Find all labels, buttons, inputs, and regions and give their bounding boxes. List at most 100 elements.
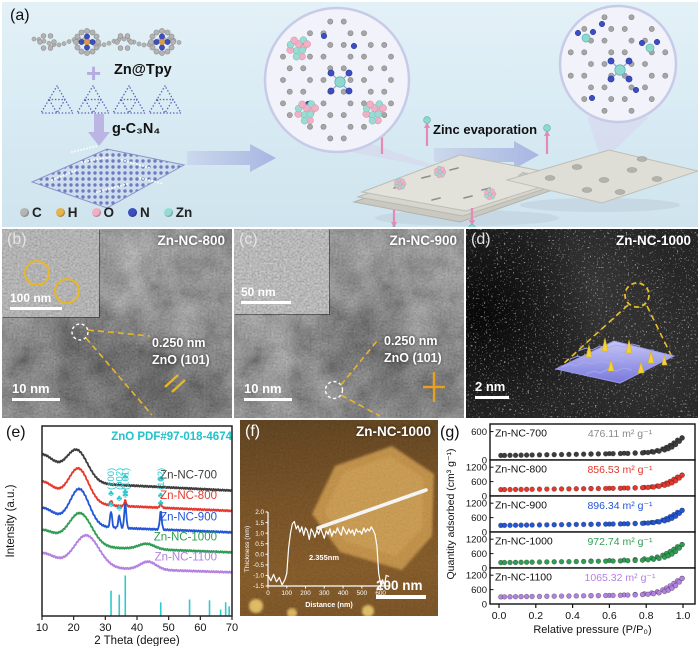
zno-reference-pattern	[110, 575, 230, 616]
scale-bar-line	[244, 398, 292, 401]
profile-x-label: Distance (nm)	[305, 600, 353, 609]
iso-y-tick: 600	[471, 427, 487, 438]
dashed-circle-icon	[624, 282, 650, 308]
panel-d-annotations	[554, 282, 676, 384]
profile-y-tick: 0.0	[255, 551, 264, 558]
series-label-Zn-NC-1100: Zn-NC-1100	[155, 551, 217, 563]
x-tick-label: 60	[194, 622, 206, 634]
panel-a-label: (a)	[10, 7, 30, 24]
panel-f-title: Zn-NC-1000	[355, 424, 431, 439]
xrd-curve-Zn-NC-1000	[41, 511, 233, 554]
inset-annotations	[24, 260, 80, 304]
lattice-spacing-marks-icon	[164, 374, 186, 393]
iso-y-tick: 1200	[466, 535, 487, 546]
lattice-cross-marker-icon	[423, 372, 445, 402]
main-scale-bar: 2 nm	[475, 379, 509, 399]
profile-x-tick: 500	[357, 590, 368, 597]
zno-nanoparticle	[362, 100, 387, 125]
bet-surface-area: 856.53 m² g⁻¹	[587, 464, 653, 476]
dashed-guide-line	[87, 329, 151, 337]
zno-peak-marker: ♣	[158, 490, 164, 500]
profile-x-tick: 600	[375, 590, 386, 597]
process-arrow-icon	[187, 144, 276, 172]
scale-text: 2 nm	[475, 379, 506, 394]
main-scale-bar: 200 nm	[376, 578, 426, 599]
atom-color-legend: C H O N Zn	[20, 205, 192, 220]
iso-series-name: Zn-NC-800	[495, 464, 547, 476]
iso-x-tick: 0.0	[492, 610, 507, 622]
scale-bar-line	[376, 595, 426, 599]
series-label-Zn-NC-1000: Zn-NC-1000	[154, 531, 217, 543]
zno-cluster	[394, 177, 407, 191]
xrd-curve-Zn-NC-900	[41, 487, 233, 534]
inset-scale-bar: 100 nm	[10, 291, 62, 310]
lattice-plane: ZnO (101)	[152, 353, 210, 367]
x-tick-label: 50	[163, 622, 175, 634]
iso-y-tick: 600	[471, 549, 487, 560]
panel-d-label: (d)	[471, 231, 491, 248]
series-label-Zn-NC-900: Zn-NC-900	[160, 511, 217, 523]
series-label-Zn-NC-700: Zn-NC-700	[160, 470, 217, 482]
iso-y-tick: 600	[471, 513, 487, 524]
panel-f-afm-zn-nc-1000: 2.0 1.5 1.0 0.5 0.0 -0.5 -1.0 -1.5 0 100 200 300 400…	[240, 420, 438, 616]
bet-surface-area: 476.11 m² g⁻¹	[588, 428, 653, 440]
iso-y-tick: 600	[471, 477, 487, 488]
atom-color-dot	[128, 208, 138, 217]
zn-nc-sheet	[505, 149, 698, 204]
inset-noise	[234, 229, 329, 314]
xrd-curve-Zn-NC-1100	[41, 533, 233, 574]
dashed-guide-line	[340, 394, 381, 417]
single-atom-peaks-icon	[585, 337, 668, 374]
panel-b-title: Zn-NC-800	[157, 233, 225, 248]
panel-b-annotations	[71, 323, 186, 416]
panel-c-label: (c)	[239, 231, 258, 248]
legend-item-H: H	[55, 205, 78, 220]
zno-peak-marker: ♣	[108, 499, 114, 509]
profile-y-tick: 1.0	[255, 530, 264, 537]
profile-x-tick: 200	[300, 590, 311, 597]
xrd-plot: ♣ ♣Zn-NC-700♣ ♣♣ ♣Zn-NC-800♣ ♣♣♣Zn-NC-900Zn-…	[5, 425, 238, 646]
iso-y-tick: 0	[482, 492, 487, 503]
series-label-Zn-NC-800: Zn-NC-800	[160, 490, 217, 502]
profile-x-tick: 300	[319, 590, 330, 597]
main-scale-bar: 10 nm	[12, 381, 60, 401]
iso-y-tick: 600	[471, 585, 487, 596]
zno-peak-marker: ♣	[122, 487, 128, 497]
profile-y-tick: -0.5	[253, 562, 264, 569]
zoom-cone	[587, 117, 649, 162]
zno-nanoparticle	[286, 36, 311, 61]
hkl-label: (101)	[120, 468, 131, 490]
iso-series-name: Zn-NC-1000	[495, 536, 553, 548]
x-tick-label: 40	[131, 622, 143, 634]
adsorbed-molecules	[51, 145, 165, 193]
iso-series-name: Zn-NC-700	[495, 428, 547, 440]
zno-peak-marker: ♣	[158, 498, 164, 508]
zno-peak-marker: ♣	[116, 493, 122, 503]
thickness-profile-chart: 2.0 1.5 1.0 0.5 0.0 -0.5 -1.0 -1.50 100 200 300 400…	[244, 509, 390, 609]
iso-series-name: Zn-NC-1100	[495, 572, 552, 584]
atom-label: Zn	[175, 205, 193, 220]
reagent-zn-tpy-label: Zn@Tpy	[114, 62, 172, 78]
adsorption-points-Zn-NC-1000	[498, 541, 685, 566]
hkl-label: (102)	[156, 468, 167, 490]
iso-y-tick: 0	[482, 528, 487, 539]
xrd-reference-title: ZnO PDF#97-018-4674	[111, 431, 232, 443]
adsorption-points-Zn-NC-700	[498, 435, 685, 459]
zno-peak-marker: ♣	[116, 502, 122, 512]
iso-x-tick: 0.4	[565, 610, 580, 622]
dashed-circle-icon	[71, 323, 89, 341]
panel-e-label: (e)	[6, 424, 26, 441]
zno-peak-marker: ♣	[108, 488, 114, 498]
lattice-annotation: 0.250 nm ZnO (101)	[152, 335, 210, 369]
zoom-circle-intermediate	[263, 6, 411, 154]
atom-label: C	[32, 205, 42, 220]
dashed-guide-line	[340, 340, 378, 386]
panel-f-label: (f)	[245, 423, 261, 440]
x-tick-label: 10	[36, 622, 48, 634]
atom-label: N	[140, 205, 150, 220]
afm-noise	[240, 420, 438, 616]
inset-scale-text: 50 nm	[241, 285, 276, 299]
lattice-annotation: 0.250 nm ZnO (101)	[384, 333, 442, 367]
profile-y-tick: 1.5	[255, 520, 264, 527]
